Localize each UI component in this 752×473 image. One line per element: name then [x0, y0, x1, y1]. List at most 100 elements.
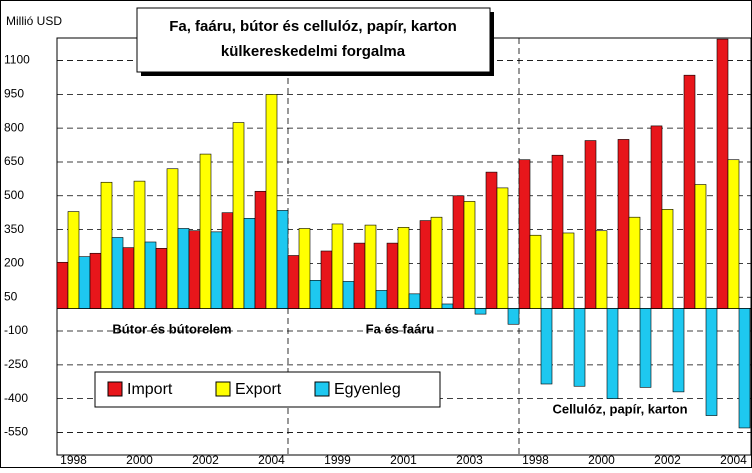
bar [694, 184, 707, 309]
bar [177, 228, 190, 309]
title-box [136, 7, 491, 73]
y-tick-label: 350 [4, 222, 24, 236]
x-tick-label: 2000 [588, 453, 615, 467]
bar [683, 74, 696, 309]
bar [573, 308, 586, 387]
bar [562, 232, 575, 309]
bar [386, 242, 399, 309]
bar [540, 308, 553, 385]
bar [419, 220, 432, 309]
y-tick-label: -550 [4, 425, 28, 439]
bar [188, 230, 201, 309]
y-tick-label: 1100 [4, 53, 30, 67]
bar [364, 224, 377, 309]
bar [606, 308, 619, 399]
bar [254, 190, 267, 309]
legend-swatch [107, 381, 123, 397]
bar [287, 255, 300, 309]
bar [507, 308, 520, 325]
bar [111, 237, 124, 309]
bar [100, 181, 113, 309]
bar [375, 290, 388, 309]
bar [639, 308, 652, 388]
bars [56, 38, 751, 429]
bar [67, 211, 80, 309]
y-tick-label: 650 [4, 154, 24, 168]
bar [452, 195, 465, 309]
bar [529, 234, 542, 309]
x-tick-label: 2003 [456, 453, 483, 467]
bar [584, 140, 597, 309]
x-tick-label: 2004 [720, 453, 747, 467]
y-tick-label: 50 [4, 289, 18, 303]
legend [94, 371, 441, 408]
bar [56, 261, 69, 309]
bar [496, 187, 509, 309]
bar [155, 248, 168, 309]
legend-label: Export [235, 381, 282, 398]
bar [738, 308, 751, 429]
bar [122, 247, 135, 309]
legend-swatch [215, 381, 231, 397]
labels: -550 -400 -250 -100 50 200 350 500 650 800 950 1100… [4, 53, 747, 467]
bar [595, 230, 608, 309]
group-label: Bútor és bútorelem [112, 321, 231, 336]
legend-label: Import [127, 381, 173, 398]
bar [78, 256, 91, 309]
bar [430, 216, 443, 309]
bar [210, 231, 223, 309]
x-tick-label: 2002 [654, 453, 681, 467]
y-tick-label: 950 [4, 87, 24, 101]
bar [298, 228, 311, 309]
bar [650, 125, 663, 309]
x-tick-label: 1998 [60, 453, 87, 467]
bar [342, 281, 355, 309]
y-tick-label: -250 [4, 357, 28, 371]
legend-swatch [314, 381, 330, 397]
bar [221, 212, 234, 309]
x-tick-label: 2001 [390, 453, 417, 467]
bar [628, 216, 641, 309]
bar [672, 308, 685, 393]
chart-title: külkereskedelmi forgalma [221, 43, 406, 60]
bar [243, 218, 256, 309]
group-label: Fa és faáru [366, 321, 435, 336]
y-tick-label: 500 [4, 188, 24, 202]
bar [617, 139, 630, 309]
bar [727, 159, 740, 309]
bar [276, 210, 289, 309]
legend-items: Import Export Egyenleg [107, 381, 401, 398]
bar [485, 171, 498, 309]
bar [133, 180, 146, 309]
x-tick-label: 2000 [126, 453, 153, 467]
bar [309, 280, 322, 309]
x-tick-label: 1999 [324, 453, 351, 467]
y-tick-label: -100 [4, 323, 28, 337]
bar [199, 153, 212, 309]
bar [551, 154, 564, 309]
bar [705, 308, 718, 416]
bar [232, 122, 245, 309]
y-tick-label: 200 [4, 256, 24, 270]
bar [166, 168, 179, 309]
bar [408, 293, 421, 309]
y-tick-label: 800 [4, 120, 24, 134]
bar [518, 159, 531, 309]
bar [320, 250, 333, 309]
bar [463, 201, 476, 309]
group-label: Cellulóz, papír, karton [552, 401, 687, 416]
x-tick-label: 2002 [192, 453, 219, 467]
bar [661, 209, 674, 309]
legend-label: Egyenleg [334, 381, 401, 398]
bar [265, 94, 278, 309]
bar [474, 308, 487, 315]
bar [89, 252, 102, 309]
x-tick-label: 1998 [522, 453, 549, 467]
y-axis-label: Millió USD [6, 14, 62, 28]
bar [144, 241, 157, 309]
bar [441, 303, 454, 309]
bar [397, 227, 410, 309]
x-tick-label: 2004 [258, 453, 285, 467]
y-tick-label: -400 [4, 391, 28, 405]
